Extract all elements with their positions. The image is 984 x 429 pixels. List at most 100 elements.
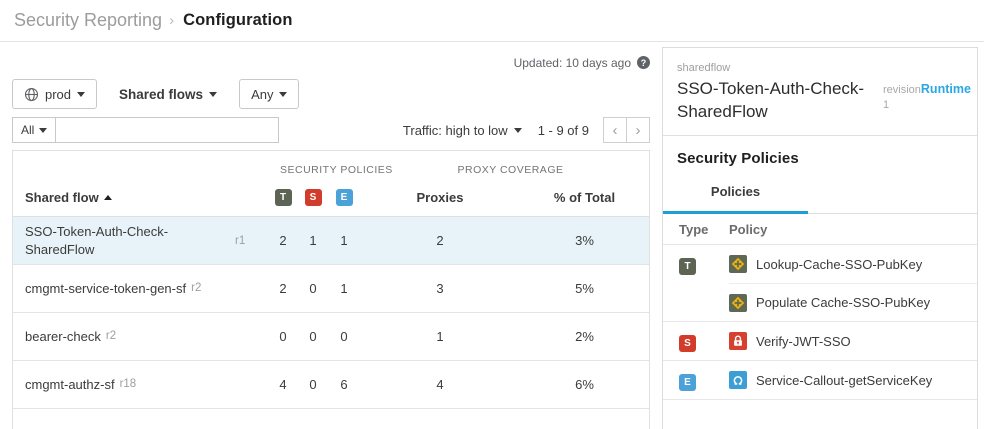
traffic-policy-count: 2	[279, 281, 287, 296]
type-column-header: Type	[679, 221, 709, 237]
extension-policy-badge: E	[335, 189, 353, 206]
main-content: Updated: 10 days ago ? prod Shared flows…	[0, 42, 984, 429]
security-policy-badge: S	[304, 189, 322, 206]
extension-policy-badge: E	[679, 374, 696, 391]
next-page-button[interactable]: ›	[626, 117, 650, 143]
prev-page-button[interactable]: ‹	[603, 117, 627, 143]
sort-ascending-icon	[103, 194, 112, 200]
policy-item[interactable]: Populate Cache-SSO-PubKey	[729, 283, 977, 321]
proxy-coverage-group-label: PROXY COVERAGE	[457, 164, 564, 176]
search-scope-dropdown[interactable]: All	[12, 117, 57, 143]
revision-meta: revisionRuntime 1	[883, 77, 971, 123]
policy-item[interactable]: Lookup-Cache-SSO-PubKey	[729, 245, 977, 283]
extension-policy-count: 1	[340, 233, 348, 248]
flow-type-value: Shared flows	[119, 86, 204, 102]
security-policy-count: 0	[309, 329, 317, 344]
flow-type-dropdown[interactable]: Shared flows	[119, 86, 218, 102]
policy-name: Populate Cache-SSO-PubKey	[756, 295, 931, 310]
flow-name[interactable]: cmgmt-authz-sf	[25, 376, 115, 392]
policies-table: Type Policy T Lookup-Cache-SSO-Pu	[663, 214, 977, 400]
extension-policy-count: 0	[340, 329, 348, 344]
security-policy-count: 0	[309, 377, 317, 392]
pct-of-total: 5%	[575, 281, 594, 296]
flow-revision: r2	[105, 330, 117, 343]
security-policies-group-label: SECURITY POLICIES	[280, 164, 393, 176]
traffic-policy-badge: T	[274, 189, 292, 206]
proxies-count: 3	[436, 281, 444, 296]
shared-flows-table: SECURITY POLICIES PROXY COVERAGE Shared …	[12, 150, 650, 429]
page-title: Configuration	[183, 11, 293, 29]
table-row[interactable]: cmgmt-service-token-gen-sf r2 2 0 1 3 5%	[13, 265, 649, 313]
lock-icon	[729, 332, 747, 350]
environment-value: prod	[45, 86, 72, 102]
updated-row: Updated: 10 days ago ?	[12, 55, 650, 70]
chevron-down-icon	[279, 92, 288, 97]
shared-flow-column-header[interactable]: Shared flow	[25, 190, 112, 205]
flow-name[interactable]: bearer-check	[25, 328, 101, 344]
traffic-policy-count: 2	[279, 233, 287, 248]
policy-item[interactable]: Verify-JWT-SSO	[729, 322, 977, 360]
traffic-policy-count: 4	[279, 377, 287, 392]
table-row[interactable]: cmgmt-authz-sf r18 4 0 6 4 6%	[13, 361, 649, 409]
chevron-right-icon: ›	[635, 121, 641, 139]
breadcrumb-separator-icon: ›	[169, 12, 175, 29]
chevron-down-icon	[513, 128, 522, 133]
table-column-header: Shared flow T S E Proxies % of Total	[13, 178, 649, 217]
flow-revision: r2	[191, 282, 202, 295]
pct-of-total: 3%	[575, 233, 594, 248]
proxies-count: 1	[436, 329, 444, 344]
detail-header: SSO-Token-Auth-Check-SharedFlow revision…	[677, 77, 971, 123]
security-policies-heading: Security Policies	[677, 150, 799, 167]
breadcrumb: Security Reporting › Configuration	[0, 0, 984, 42]
table-group-header: SECURITY POLICIES PROXY COVERAGE	[13, 151, 649, 178]
flow-name[interactable]: cmgmt-service-token-gen-sf	[25, 280, 187, 296]
runtime-link[interactable]: Runtime	[920, 82, 971, 96]
search-input[interactable]	[55, 117, 280, 143]
pagination-range: 1 - 9 of 9	[537, 122, 589, 138]
proxies-count: 2	[436, 233, 444, 248]
chevron-left-icon: ‹	[612, 121, 618, 139]
breadcrumb-parent[interactable]: Security Reporting	[14, 10, 163, 30]
policy-column-header: Policy	[729, 221, 768, 237]
traffic-sort-dropdown[interactable]: Traffic: high to low	[403, 123, 522, 138]
security-policy-count: 1	[309, 233, 317, 248]
flow-revision: r18	[119, 378, 137, 391]
table-row[interactable]: bearer-check r2 0 0 0 1 2%	[13, 313, 649, 361]
table-row[interactable]: SSO-Token-Auth-Check-SharedFlow r1 2 1 1…	[13, 217, 649, 265]
any-filter-value: Any	[251, 86, 274, 102]
globe-icon	[24, 87, 39, 101]
policy-group: T Lookup-Cache-SSO-PubKey	[663, 245, 977, 322]
search-row: All Traffic: high to low 1 - 9 of 9 ‹ ›	[12, 117, 650, 143]
pct-of-total: 6%	[575, 377, 594, 392]
updated-label: Updated: 10 days ago	[513, 55, 631, 70]
revision-value: 1	[883, 99, 890, 111]
pagination-controls: ‹ ›	[603, 117, 650, 143]
flow-name[interactable]: SSO-Token-Auth-Check-SharedFlow	[25, 223, 169, 257]
divider	[663, 135, 977, 136]
shared-flows-pane: Updated: 10 days ago ? prod Shared flows…	[0, 42, 662, 429]
traffic-sort-value: Traffic: high to low	[402, 122, 508, 138]
extension-policy-count: 6	[340, 377, 348, 392]
policy-name: Lookup-Cache-SSO-PubKey	[756, 256, 923, 272]
revision-label: revision	[883, 84, 921, 96]
chevron-down-icon	[209, 92, 218, 97]
policy-group: S Verify-JWT-SSO	[663, 322, 977, 361]
policies-table-header: Type Policy	[663, 214, 977, 245]
policy-group: E Service-Callout-getServiceKey	[663, 361, 977, 400]
policy-item[interactable]: Service-Callout-getServiceKey	[729, 361, 977, 399]
table-row	[13, 409, 649, 429]
policy-name: Verify-JWT-SSO	[756, 333, 851, 349]
cache-icon	[729, 293, 747, 312]
detail-tabs: Policies	[663, 184, 977, 214]
environment-dropdown[interactable]: prod	[12, 79, 98, 109]
detail-panel: sharedflow SSO-Token-Auth-Check-SharedFl…	[662, 47, 978, 429]
proxies-column-header: Proxies	[416, 189, 464, 205]
detail-title: SSO-Token-Auth-Check-SharedFlow	[677, 79, 865, 121]
help-icon[interactable]: ?	[637, 56, 650, 69]
any-filter-dropdown[interactable]: Any	[239, 79, 300, 109]
extension-policy-count: 1	[340, 281, 348, 296]
cache-icon	[729, 255, 747, 273]
tab-policies[interactable]: Policies	[663, 184, 808, 214]
policy-name: Service-Callout-getServiceKey	[756, 372, 933, 388]
